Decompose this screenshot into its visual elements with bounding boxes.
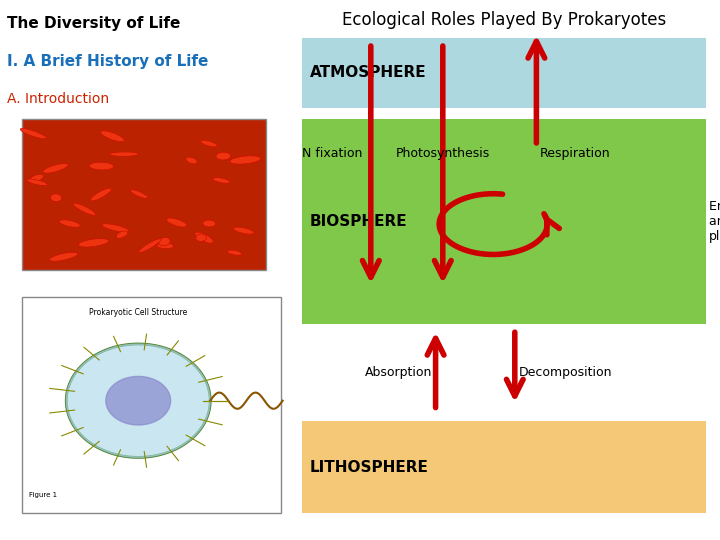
Ellipse shape bbox=[166, 218, 186, 227]
Text: LITHOSPHERE: LITHOSPHERE bbox=[310, 460, 428, 475]
Ellipse shape bbox=[73, 203, 96, 215]
FancyBboxPatch shape bbox=[22, 119, 266, 270]
Ellipse shape bbox=[233, 227, 254, 234]
FancyBboxPatch shape bbox=[22, 297, 281, 513]
Ellipse shape bbox=[20, 129, 47, 139]
Ellipse shape bbox=[228, 250, 242, 255]
Ellipse shape bbox=[186, 157, 197, 164]
Ellipse shape bbox=[89, 162, 114, 170]
Ellipse shape bbox=[116, 231, 128, 238]
Ellipse shape bbox=[91, 188, 112, 201]
Ellipse shape bbox=[195, 232, 213, 243]
Polygon shape bbox=[106, 376, 171, 425]
Text: BIOSPHERE: BIOSPHERE bbox=[310, 214, 408, 229]
Ellipse shape bbox=[139, 239, 161, 252]
Text: Energy harvest of
animals and
plants: Energy harvest of animals and plants bbox=[709, 200, 720, 243]
Ellipse shape bbox=[27, 179, 48, 186]
Text: Ecological Roles Played By Prokaryotes: Ecological Roles Played By Prokaryotes bbox=[342, 11, 666, 29]
FancyBboxPatch shape bbox=[302, 119, 706, 324]
Text: A. Introduction: A. Introduction bbox=[7, 92, 109, 106]
Ellipse shape bbox=[109, 152, 139, 157]
Ellipse shape bbox=[50, 252, 78, 261]
Ellipse shape bbox=[203, 220, 216, 227]
Ellipse shape bbox=[158, 238, 170, 246]
Ellipse shape bbox=[157, 243, 174, 248]
Ellipse shape bbox=[212, 178, 230, 183]
Text: N fixation: N fixation bbox=[302, 147, 362, 160]
FancyBboxPatch shape bbox=[302, 421, 706, 513]
Text: ATMOSPHERE: ATMOSPHERE bbox=[310, 65, 426, 80]
Ellipse shape bbox=[102, 224, 130, 232]
Text: Absorption: Absorption bbox=[364, 366, 432, 379]
Text: Figure 1: Figure 1 bbox=[29, 492, 57, 498]
Ellipse shape bbox=[78, 239, 109, 247]
Text: I. A Brief History of Life: I. A Brief History of Life bbox=[7, 54, 209, 69]
Text: Respiration: Respiration bbox=[540, 147, 611, 160]
Text: Photosynthesis: Photosynthesis bbox=[396, 147, 490, 160]
Ellipse shape bbox=[50, 194, 62, 201]
Polygon shape bbox=[66, 344, 210, 457]
Ellipse shape bbox=[230, 156, 261, 164]
Ellipse shape bbox=[100, 131, 125, 141]
Ellipse shape bbox=[28, 174, 43, 183]
Ellipse shape bbox=[59, 220, 81, 227]
Ellipse shape bbox=[196, 234, 207, 241]
Text: Decomposition: Decomposition bbox=[518, 366, 612, 379]
Ellipse shape bbox=[130, 190, 148, 198]
Ellipse shape bbox=[216, 152, 230, 160]
FancyBboxPatch shape bbox=[302, 38, 706, 108]
Text: The Diversity of Life: The Diversity of Life bbox=[7, 16, 181, 31]
Ellipse shape bbox=[42, 164, 68, 173]
Text: Prokaryotic Cell Structure: Prokaryotic Cell Structure bbox=[89, 308, 187, 317]
Ellipse shape bbox=[201, 140, 217, 147]
